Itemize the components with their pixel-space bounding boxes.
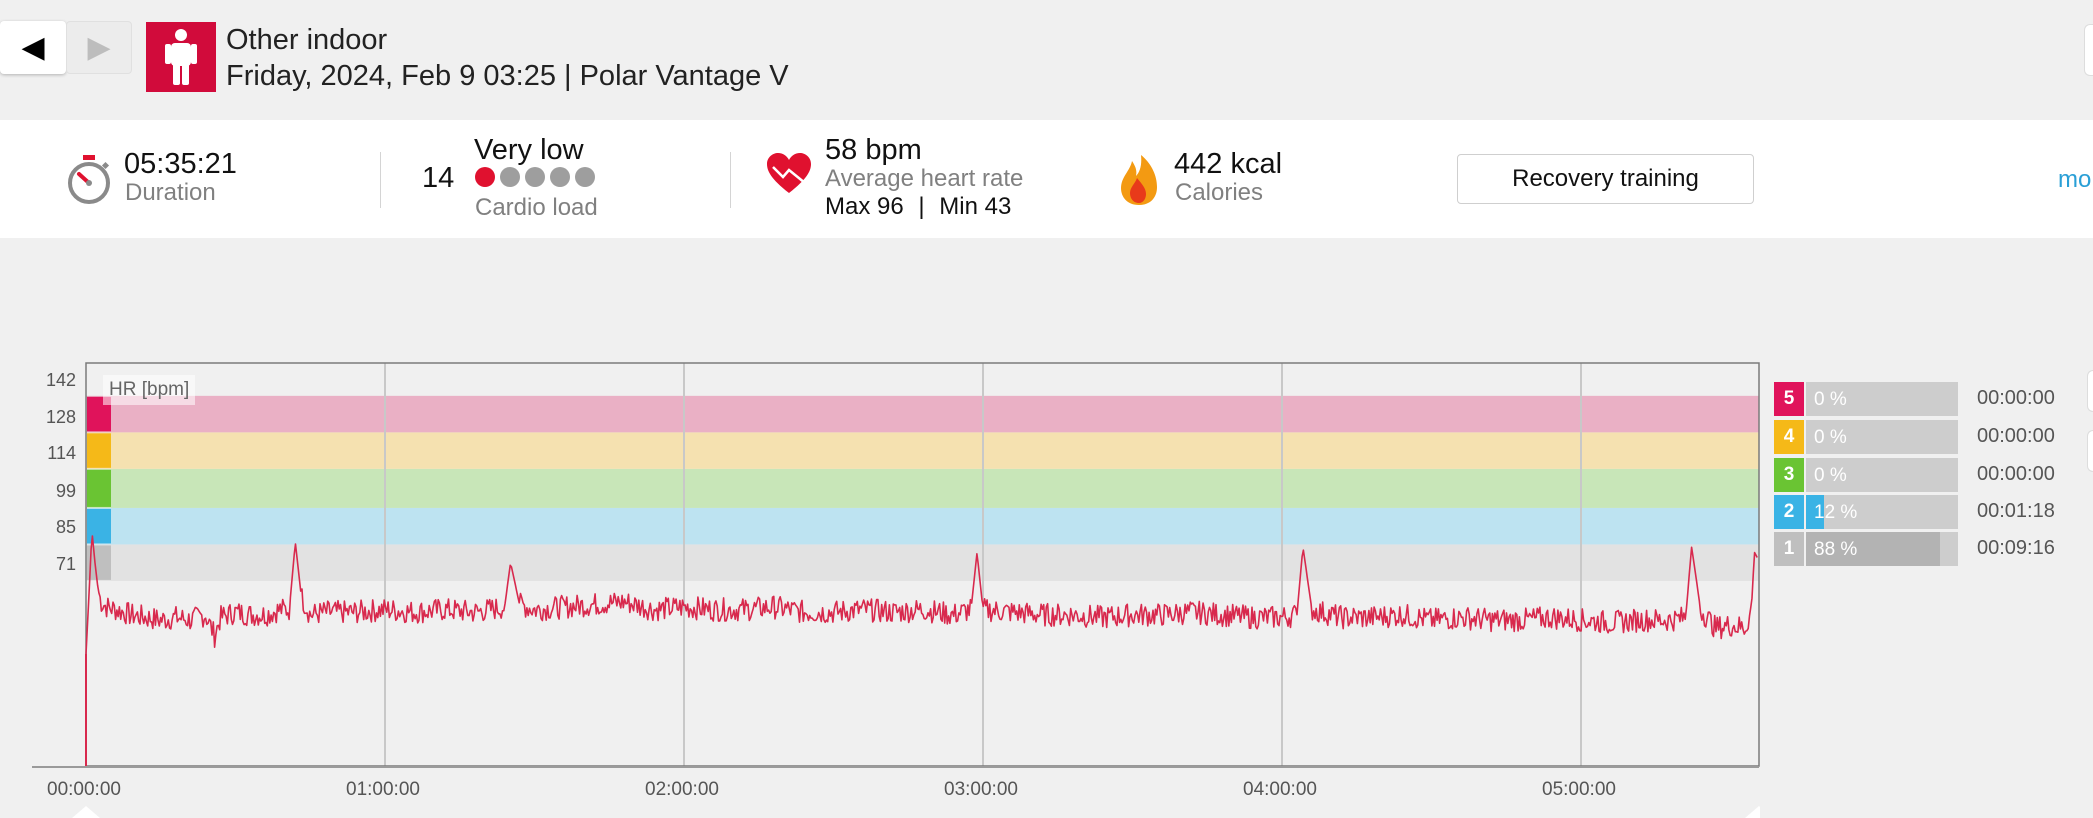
flame-icon bbox=[1120, 153, 1158, 210]
zone-time: 00:09:16 bbox=[1977, 537, 2055, 559]
zone-row-5: 5 0 % bbox=[1774, 382, 1958, 416]
heart-icon bbox=[767, 153, 811, 200]
training-benefit-button[interactable]: Recovery training bbox=[1457, 154, 1754, 204]
zone-marker-3 bbox=[87, 469, 111, 507]
person-standing-icon bbox=[146, 22, 216, 92]
summary-bar: 05:35:21 Duration 14 Very low Cardio loa… bbox=[0, 120, 2093, 238]
next-button[interactable]: ▶ bbox=[66, 21, 132, 74]
previous-button[interactable]: ◀ bbox=[0, 21, 66, 74]
x-tick-label: 03:00:00 bbox=[944, 779, 1018, 800]
hr-legend: HR [bpm] bbox=[103, 375, 196, 405]
divider bbox=[380, 152, 381, 208]
triangle-left-icon: ◀ bbox=[21, 31, 45, 64]
cardio-load-dots bbox=[475, 167, 600, 192]
zone-time: 00:00:00 bbox=[1977, 463, 2055, 485]
hr-series-line bbox=[85, 535, 1758, 654]
cardio-load-dot bbox=[500, 167, 520, 187]
zone-bar: 88 % bbox=[1806, 532, 1958, 566]
zone-percent: 0 % bbox=[1814, 427, 1847, 448]
zone-row-1: 1 88 % bbox=[1774, 532, 1958, 566]
triangle-right-icon: ▶ bbox=[87, 31, 111, 64]
timeline-start-handle bbox=[72, 806, 100, 818]
zone-time: 00:01:18 bbox=[1977, 500, 2055, 522]
hr-max: Max 96 bbox=[825, 193, 904, 220]
y-tick-label: 142 bbox=[45, 370, 76, 390]
duration-value: 05:35:21 bbox=[124, 148, 237, 180]
zone-percent: 0 % bbox=[1814, 465, 1847, 486]
zone-marker-4 bbox=[87, 433, 111, 468]
x-tick-label: 01:00:00 bbox=[346, 779, 420, 800]
zone-fill bbox=[1806, 495, 1825, 529]
zone-row-3: 3 0 % bbox=[1774, 458, 1958, 492]
hr-min: Min 43 bbox=[939, 193, 1012, 220]
calories-value: 442 kcal bbox=[1174, 148, 1283, 180]
zone-row-4: 4 0 % bbox=[1774, 420, 1958, 454]
average-hr-label: Average heart rate bbox=[825, 165, 1024, 192]
activity-title: Other indoor bbox=[226, 24, 388, 56]
y-tick-label: 99 bbox=[55, 481, 76, 501]
hr-max-min: Max 96 | Min 43 bbox=[825, 193, 1011, 221]
x-tick-label: 04:00:00 bbox=[1243, 779, 1317, 800]
y-tick-label: 114 bbox=[47, 443, 76, 463]
x-tick-label: 02:00:00 bbox=[645, 779, 719, 800]
zone-row-2: 2 12 % bbox=[1774, 495, 1958, 529]
zone-band-2 bbox=[86, 507, 1759, 545]
side-panel-tab[interactable] bbox=[2084, 24, 2093, 76]
zone-percent: 88 % bbox=[1814, 539, 1858, 560]
divider bbox=[730, 152, 731, 208]
zone-percent: 0 % bbox=[1814, 389, 1847, 410]
cardio-load-dot bbox=[550, 167, 570, 187]
activity-subtitle: Friday, 2024, Feb 9 03:25 | Polar Vantag… bbox=[226, 60, 789, 92]
hr-plot[interactable] bbox=[0, 238, 1760, 818]
x-tick-label: 05:00:00 bbox=[1542, 779, 1616, 800]
zone-bar: 0 % bbox=[1806, 420, 1958, 454]
zone-number: 2 bbox=[1774, 495, 1804, 529]
zone-time: 00:00:00 bbox=[1977, 387, 2055, 409]
side-panel-tab[interactable] bbox=[2087, 370, 2093, 412]
cardio-load-level: Very low bbox=[474, 134, 584, 166]
timeline-end-handle bbox=[1745, 806, 1760, 818]
zone-band-3 bbox=[86, 468, 1759, 508]
y-tick-label: 71 bbox=[55, 554, 76, 574]
more-link[interactable]: mo bbox=[2058, 166, 2092, 193]
cardio-load-dot bbox=[575, 167, 595, 187]
cardio-load-dot bbox=[525, 167, 545, 187]
y-tick-label: 128 bbox=[45, 407, 76, 427]
zone-number: 1 bbox=[1774, 532, 1804, 566]
calories-label: Calories bbox=[1175, 179, 1264, 206]
stopwatch-icon bbox=[66, 154, 112, 211]
zone-band-4 bbox=[86, 432, 1759, 469]
zone-band-1 bbox=[86, 544, 1759, 581]
cardio-load-label: Cardio load bbox=[475, 194, 598, 221]
zone-band-5 bbox=[86, 395, 1759, 433]
zone-bar: 0 % bbox=[1806, 382, 1958, 416]
zone-time: 00:00:00 bbox=[1977, 425, 2055, 447]
hr-chart: 142 128 114 99 85 71 HR [bpm] 00:00:00 0… bbox=[0, 238, 2093, 818]
cardio-load-value: 14 bbox=[422, 162, 455, 194]
zone-marker-2 bbox=[87, 508, 111, 544]
zone-fill bbox=[1806, 532, 1940, 566]
hr-separator: | bbox=[918, 193, 925, 220]
average-hr-value: 58 bpm bbox=[825, 134, 922, 166]
zone-percent: 12 % bbox=[1814, 502, 1858, 523]
zone-bar: 0 % bbox=[1806, 458, 1958, 492]
zone-number: 5 bbox=[1774, 382, 1804, 416]
y-tick-label: 85 bbox=[55, 517, 76, 537]
zone-number: 3 bbox=[1774, 458, 1804, 492]
side-panel-tab[interactable] bbox=[2087, 430, 2093, 472]
zone-bar: 12 % bbox=[1806, 495, 1958, 529]
cardio-load-dot bbox=[475, 167, 495, 187]
x-tick-label: 00:00:00 bbox=[47, 779, 121, 800]
zone-number: 4 bbox=[1774, 420, 1804, 454]
duration-label: Duration bbox=[125, 179, 216, 206]
